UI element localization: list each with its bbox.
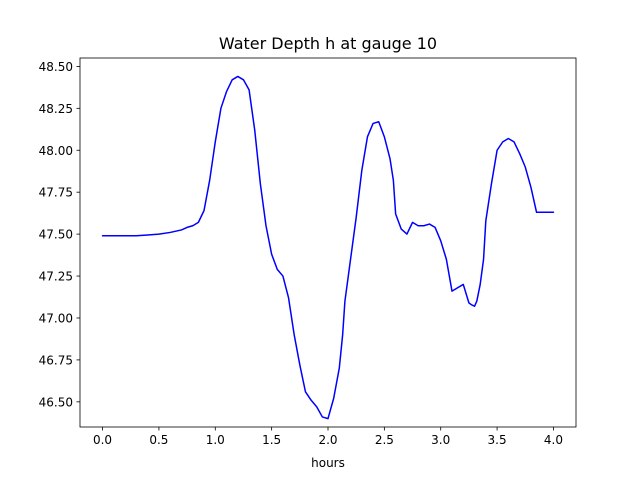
y-tick-label: 47.00 — [39, 311, 73, 325]
x-tick-label: 1.0 — [206, 433, 225, 447]
x-tick-label: 1.5 — [262, 433, 281, 447]
x-axis-ticks: 0.0 0.5 1.0 1.5 2.0 2.5 3.0 3.5 4.0 — [93, 427, 563, 447]
x-tick-label: 3.5 — [488, 433, 507, 447]
x-tick-label: 0.5 — [149, 433, 168, 447]
x-tick-label: 2.0 — [318, 433, 337, 447]
y-tick-label: 46.75 — [39, 353, 73, 367]
y-tick-label: 48.25 — [39, 102, 73, 116]
y-tick-label: 48.50 — [39, 60, 73, 74]
x-tick-label: 3.0 — [431, 433, 450, 447]
y-tick-label: 47.25 — [39, 270, 73, 284]
x-tick-label: 0.0 — [93, 433, 112, 447]
x-axis-label: hours — [311, 456, 345, 470]
series-line-0 — [101, 75, 555, 420]
x-tick-label: 2.5 — [375, 433, 394, 447]
x-tick-label: 4.0 — [544, 433, 563, 447]
y-axis-ticks: 46.50 46.75 47.00 47.25 47.50 47.75 48.00 48.25… — [39, 60, 80, 409]
y-tick-label: 46.50 — [39, 395, 73, 409]
chart-title: Water Depth h at gauge 10 — [219, 34, 437, 53]
y-tick-label: 48.00 — [39, 144, 73, 158]
y-tick-label: 47.75 — [39, 186, 73, 200]
y-tick-label: 47.50 — [39, 228, 73, 242]
